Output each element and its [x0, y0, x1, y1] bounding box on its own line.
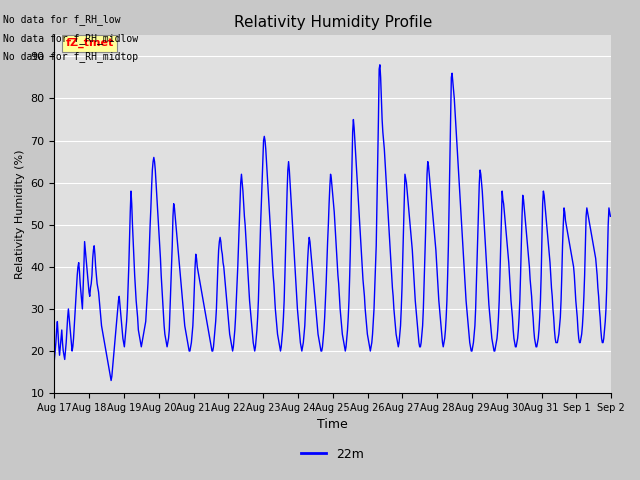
Text: No data for f_RH_midlow: No data for f_RH_midlow	[3, 33, 138, 44]
X-axis label: Time: Time	[317, 419, 348, 432]
Text: fZ_tmet: fZ_tmet	[65, 38, 114, 48]
Title: Relativity Humidity Profile: Relativity Humidity Profile	[234, 15, 432, 30]
Y-axis label: Relativity Humidity (%): Relativity Humidity (%)	[15, 149, 25, 279]
Legend: 22m: 22m	[296, 443, 369, 466]
Text: No data for f_RH_low: No data for f_RH_low	[3, 14, 121, 25]
Text: No data for f_RH_midtop: No data for f_RH_midtop	[3, 51, 138, 62]
